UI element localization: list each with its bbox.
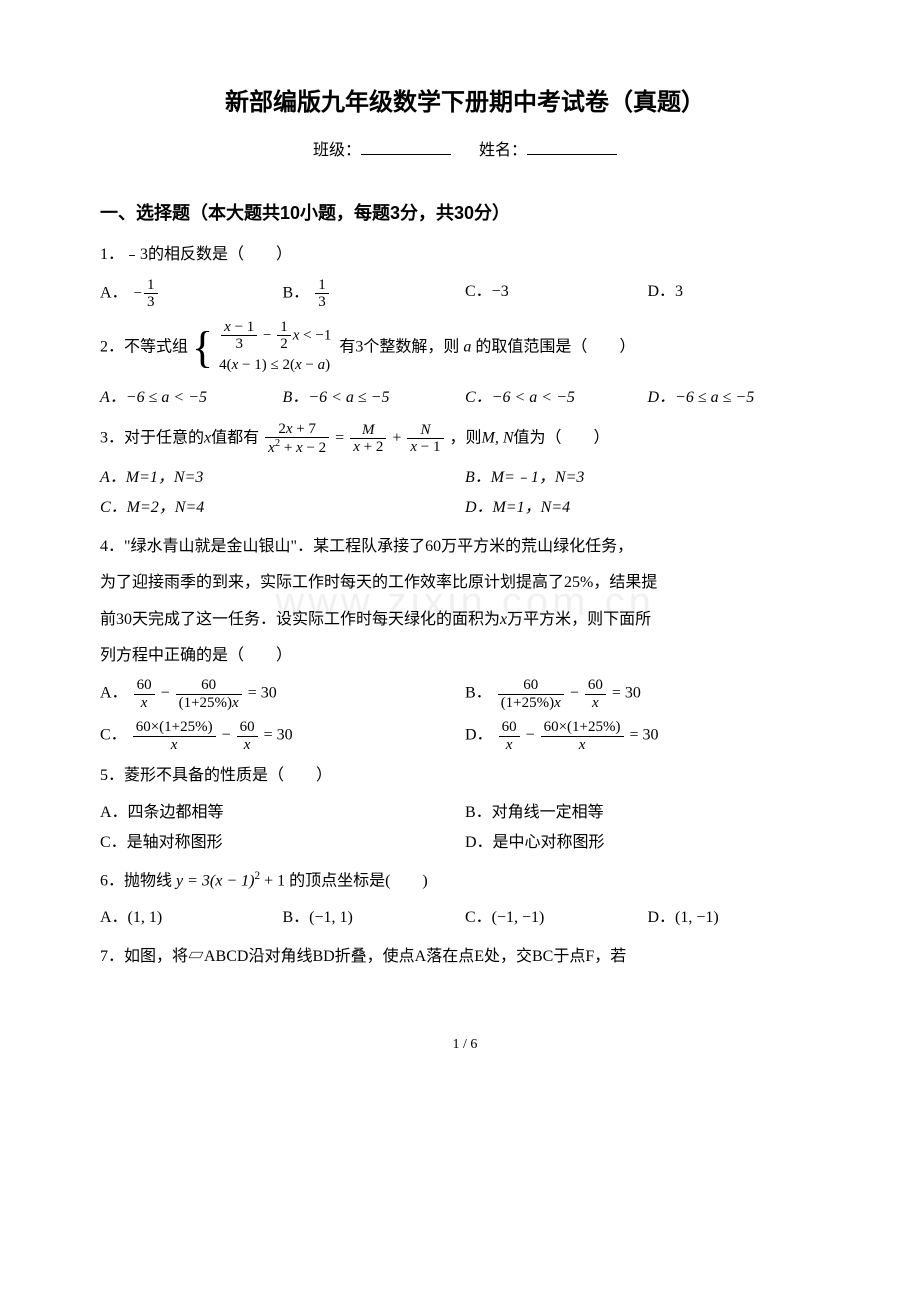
q3-post: ，则 bbox=[450, 430, 482, 447]
class-label: 班级： bbox=[313, 142, 361, 159]
page-number: 1 / 6 bbox=[100, 1032, 830, 1059]
q6-opt-d[interactable]: D．(1, −1) bbox=[648, 903, 831, 933]
q3-stem: 3．对于任意的x值都有 2x + 7x2 + x − 2 = Mx + 2 + … bbox=[100, 421, 830, 457]
q6-eq: y = 3(x − 1) bbox=[176, 873, 254, 890]
q4-line1: 4．"绿水青山就是金山银山"．某工程队承接了60万平方米的荒山绿化任务， bbox=[100, 532, 830, 562]
q3-rhs2: Nx − 1 bbox=[407, 422, 443, 456]
q4-line4: 列方程中正确的是（ ） bbox=[100, 641, 830, 671]
q4-l3a: 前30天完成了这一任务．设实际工作时每天绿化的面积为 bbox=[100, 611, 500, 628]
q1-opt-d[interactable]: D．3 bbox=[648, 277, 831, 311]
q4-a-label: A． bbox=[100, 685, 128, 702]
q1-b-label: B． bbox=[283, 284, 310, 301]
q5-opt-d[interactable]: D．是中心对称图形 bbox=[465, 828, 830, 858]
student-info: 班级： 姓名： bbox=[100, 136, 830, 166]
q1-stem: 1．﹣3的相反数是（ ） bbox=[100, 240, 830, 270]
q2-options: A．−6 ≤ a < −5 B．−6 < a ≤ −5 C．−6 < a < −… bbox=[100, 383, 830, 413]
q6-opt-c[interactable]: C．(−1, −1) bbox=[465, 903, 648, 933]
q3-pre: 3．对于任意的 bbox=[100, 430, 204, 447]
q4-opt-c[interactable]: C． 60×(1+25%)x − 60x = 30 bbox=[100, 719, 465, 753]
q2-var: a bbox=[463, 338, 471, 355]
q3-opt-b[interactable]: B．M=﹣1，N=3 bbox=[465, 463, 830, 493]
q1-options: A． −13 B． 13 C．−3 D．3 bbox=[100, 277, 830, 311]
q1-opt-a[interactable]: A． −13 bbox=[100, 277, 283, 311]
q4-opt-d[interactable]: D． 60x − 60×(1+25%)x = 30 bbox=[465, 719, 830, 753]
q4-d-label: D． bbox=[465, 727, 493, 744]
q3-c: C．M=2，N=4 bbox=[100, 499, 204, 516]
q6-pre: 6．抛物线 bbox=[100, 873, 172, 890]
q2-opt-d[interactable]: D．−6 ≤ a ≤ −5 bbox=[648, 383, 831, 413]
q3-opt-d[interactable]: D．M=1，N=4 bbox=[465, 493, 830, 523]
class-blank[interactable] bbox=[361, 138, 451, 155]
q4-l3b: 万平方米，则下面所 bbox=[507, 611, 651, 628]
q4-c-label: C． bbox=[100, 727, 127, 744]
q4-opt-b[interactable]: B． 60(1+25%)x − 60x = 30 bbox=[465, 677, 830, 711]
q4-options-2: C． 60×(1+25%)x − 60x = 30 D． 60x − 60×(1… bbox=[100, 719, 830, 753]
q2-stem: 2．不等式组 { x − 13 − 12x < −1 4(x − 1) ≤ 2(… bbox=[100, 319, 830, 377]
q2-system: x − 13 − 12x < −1 4(x − 1) ≤ 2(x − a) bbox=[219, 319, 331, 377]
q4-options-1: A． 60x − 60(1+25%)x = 30 B． 60(1+25%)x −… bbox=[100, 677, 830, 711]
q5-opt-a[interactable]: A．四条边都相等 bbox=[100, 798, 465, 828]
q6-opt-b[interactable]: B．(−1, 1) bbox=[283, 903, 466, 933]
q6-post: + 1 的顶点坐标是( ) bbox=[260, 873, 428, 890]
q2-a: A．−6 ≤ a < −5 bbox=[100, 389, 207, 406]
q5-opt-c[interactable]: C．是轴对称图形 bbox=[100, 828, 465, 858]
name-label: 姓名： bbox=[479, 142, 527, 159]
q6-stem: 6．抛物线 y = 3(x − 1)2 + 1 的顶点坐标是( ) bbox=[100, 866, 830, 897]
q4-line3: 前30天完成了这一任务．设实际工作时每天绿化的面积为x万平方米，则下面所 bbox=[100, 605, 830, 635]
brace-icon: { bbox=[192, 326, 213, 370]
q5-opt-b[interactable]: B．对角线一定相等 bbox=[465, 798, 830, 828]
q2-post2: 的取值范围是（ ） bbox=[475, 338, 635, 355]
q1-a-label: A． bbox=[100, 284, 128, 301]
q2-opt-c[interactable]: C．−6 < a < −5 bbox=[465, 383, 648, 413]
q3-lhs: 2x + 7x2 + x − 2 bbox=[265, 421, 329, 457]
q2-opt-b[interactable]: B．−6 < a ≤ −5 bbox=[283, 383, 466, 413]
q2-c: C．−6 < a < −5 bbox=[465, 389, 575, 406]
q5-stem: 5．菱形不具备的性质是（ ） bbox=[100, 761, 830, 791]
q3-opt-a[interactable]: A．M=1，N=3 bbox=[100, 463, 465, 493]
q2-d: D．−6 ≤ a ≤ −5 bbox=[648, 389, 755, 406]
q3-options: A．M=1，N=3 B．M=﹣1，N=3 C．M=2，N=4 D．M=1，N=4 bbox=[100, 463, 830, 524]
q1-b-frac: 13 bbox=[315, 277, 329, 311]
q3-rhs1: Mx + 2 bbox=[350, 422, 386, 456]
q6-opt-a[interactable]: A．(1, 1) bbox=[100, 903, 283, 933]
q2-opt-a[interactable]: A．−6 ≤ a < −5 bbox=[100, 383, 283, 413]
q6-options: A．(1, 1) B．(−1, 1) C．(−1, −1) D．(1, −1) bbox=[100, 903, 830, 933]
q3-mid: 值都有 bbox=[211, 430, 259, 447]
q3-mn: M, N bbox=[482, 430, 514, 447]
q1-opt-c[interactable]: C．−3 bbox=[465, 277, 648, 311]
q1-opt-b[interactable]: B． 13 bbox=[283, 277, 466, 311]
q1-a-frac: −13 bbox=[134, 277, 160, 311]
q3-opt-c[interactable]: C．M=2，N=4 bbox=[100, 493, 465, 523]
name-blank[interactable] bbox=[527, 138, 617, 155]
q2-pre: 2．不等式组 bbox=[100, 338, 188, 355]
q3-d: D．M=1，N=4 bbox=[465, 499, 570, 516]
q4-line2: 为了迎接雨季的到来，实际工作时每天的工作效率比原计划提高了25%，结果提 bbox=[100, 568, 830, 598]
q4-opt-a[interactable]: A． 60x − 60(1+25%)x = 30 bbox=[100, 677, 465, 711]
q5-options: A．四条边都相等 B．对角线一定相等 C．是轴对称图形 D．是中心对称图形 bbox=[100, 798, 830, 859]
q2-b: B．−6 < a ≤ −5 bbox=[283, 389, 390, 406]
q2-post: 有3个整数解，则 bbox=[339, 338, 459, 355]
q3-end: 值为（ ） bbox=[514, 430, 610, 447]
q7-stem: 7．如图，将▱ABCD沿对角线BD折叠，使点A落在点E处，交BC于点F，若 bbox=[100, 942, 830, 972]
page-title: 新部编版九年级数学下册期中考试卷（真题） bbox=[100, 80, 830, 126]
section-heading: 一、选择题（本大题共10小题，每题3分，共30分） bbox=[100, 196, 830, 230]
q4-b-label: B． bbox=[465, 685, 492, 702]
q3-b: B．M=﹣1，N=3 bbox=[465, 469, 584, 486]
q3-a: A．M=1，N=3 bbox=[100, 469, 203, 486]
